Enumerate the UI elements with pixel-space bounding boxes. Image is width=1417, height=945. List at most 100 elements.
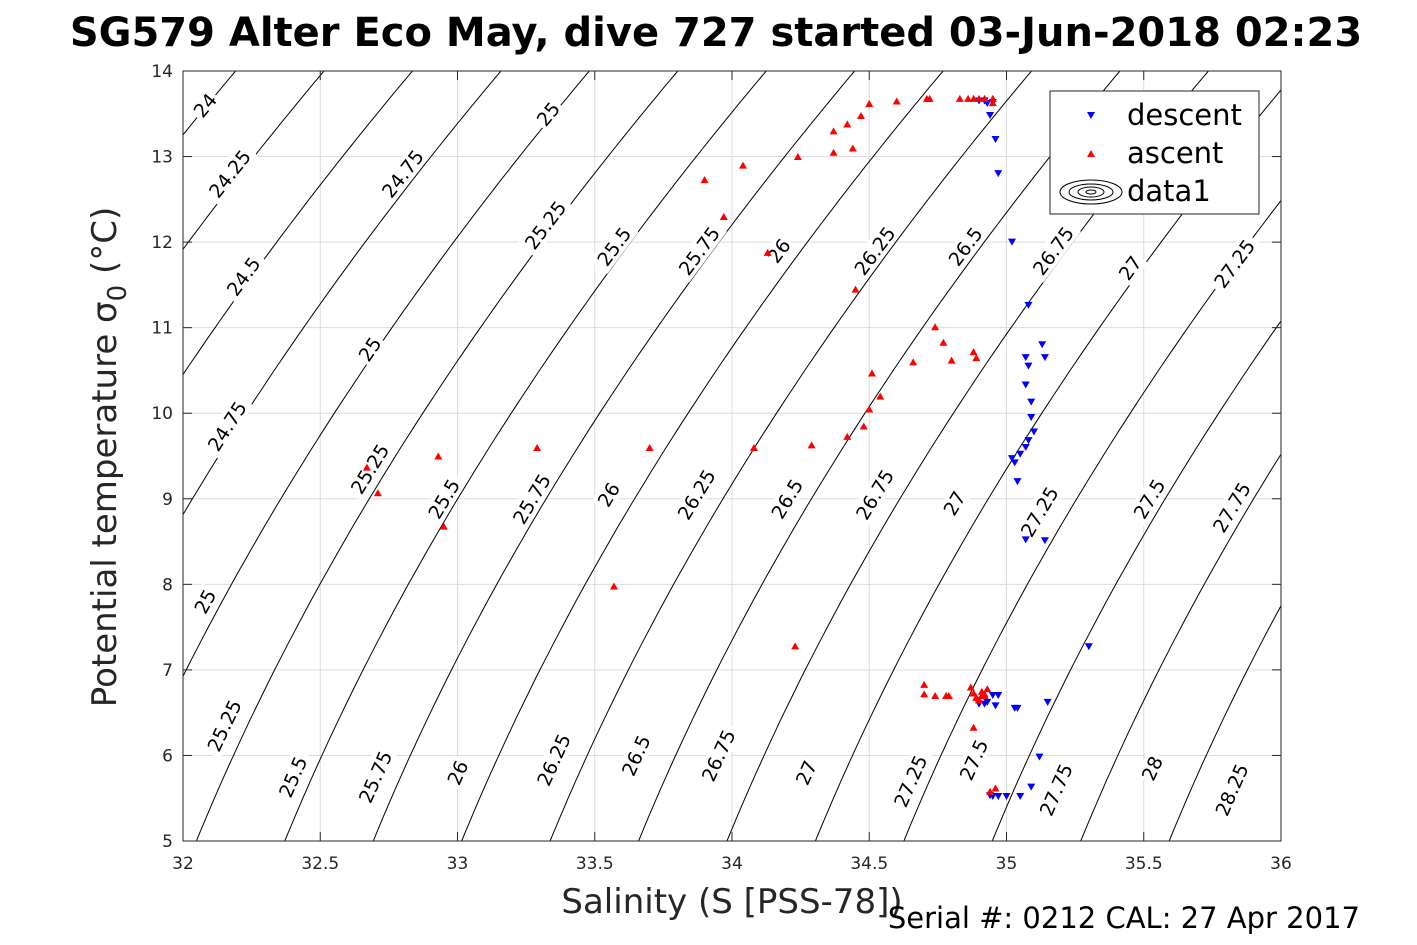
ascent-point — [920, 680, 929, 688]
ascent-point — [939, 338, 948, 346]
legend-box — [1049, 90, 1260, 215]
x-axis-ticks: 32 32.5 33 33.5 34 34.5 35 35.5 36 — [172, 71, 1292, 874]
ascent-point — [434, 452, 443, 460]
contour-label-background — [517, 193, 574, 257]
descent-point — [1027, 414, 1036, 421]
contour-label-background — [1206, 231, 1262, 296]
contour-label-background — [1136, 750, 1168, 787]
contour-label-background — [219, 248, 268, 304]
chart-title: SG579 Alter Eco May, dive 727 started 03… — [70, 10, 1362, 56]
ascent-point — [931, 692, 940, 700]
descent-point — [994, 170, 1003, 178]
descent-point — [1024, 301, 1033, 309]
y-tick-label: 8 — [162, 575, 173, 595]
density-contour-line — [183, 71, 414, 376]
y-tick-label: 9 — [162, 490, 173, 510]
ascent-point — [964, 94, 973, 102]
density-contour-line — [183, 71, 590, 678]
data-points — [362, 94, 1093, 801]
contour-label-background — [530, 726, 577, 794]
density-contour-line — [284, 71, 767, 841]
y-axis-label-subscript: 0 — [103, 285, 133, 302]
descent-point — [986, 111, 995, 119]
ascent-point — [975, 696, 984, 704]
ascent-point — [969, 348, 978, 356]
legend-ascent-label: ascent — [1127, 136, 1223, 170]
contour-label-background — [1126, 470, 1173, 527]
x-tick-label: 32.5 — [301, 854, 339, 874]
x-tick-label: 36 — [1270, 854, 1292, 874]
descent-point — [994, 692, 1003, 700]
contour-label-background — [591, 476, 626, 513]
legend-descent-marker — [1087, 112, 1095, 119]
ascent-point — [533, 443, 542, 451]
ascent-point — [843, 432, 852, 440]
ascent-point — [848, 144, 857, 152]
contour-label-background — [846, 218, 903, 283]
ascent-point — [980, 94, 989, 102]
ascent-point — [793, 153, 802, 161]
ascent-point — [851, 285, 860, 293]
ascent-point — [719, 212, 728, 220]
ascent-point — [645, 443, 654, 451]
descent-point — [1021, 536, 1030, 544]
ascent-point — [991, 784, 1000, 792]
descent-point — [1021, 381, 1030, 389]
contour-label-background — [188, 583, 222, 620]
x-tick-label: 33 — [447, 854, 469, 874]
ascent-point — [892, 97, 901, 105]
descent-point — [1016, 793, 1025, 801]
contour-label-background — [1208, 756, 1255, 824]
descent-point — [1040, 354, 1049, 362]
descent-point — [1027, 783, 1036, 791]
contour-label-background — [530, 95, 566, 132]
y-tick-label: 14 — [151, 62, 173, 82]
ascent-point — [859, 422, 868, 430]
ascent-point — [966, 683, 975, 691]
descent-point — [988, 692, 997, 700]
ascent-point — [791, 642, 800, 650]
density-contour-line — [991, 320, 1281, 841]
ascent-point — [975, 94, 984, 102]
ascent-point — [931, 323, 940, 331]
ascent-point — [829, 127, 838, 135]
density-contour-line — [549, 71, 1033, 841]
ascent-point — [763, 248, 772, 256]
ascent-point — [609, 582, 618, 590]
descent-point — [1013, 478, 1022, 486]
ascent-point — [867, 369, 876, 377]
y-tick-label: 10 — [151, 404, 173, 424]
descent-point — [1029, 428, 1038, 436]
contour-label-background — [505, 465, 558, 532]
density-contour-line — [195, 71, 679, 841]
density-contour-line — [1080, 453, 1281, 841]
descent-point — [1021, 354, 1030, 362]
contour-label-background — [952, 731, 995, 788]
descent-point — [1043, 698, 1052, 706]
descent-point — [1040, 537, 1049, 545]
descent-point — [983, 698, 992, 706]
x-tick-label: 35 — [996, 854, 1018, 874]
contour-label-background — [352, 330, 387, 368]
ascent-point — [988, 94, 997, 102]
x-tick-label: 32 — [172, 854, 194, 874]
ascent-point — [829, 148, 838, 156]
contour-label-background — [200, 692, 248, 759]
ascent-point — [988, 99, 997, 107]
y-axis-label: Potential temperature σ0 (°C) — [85, 207, 133, 707]
contour-label-background — [671, 218, 727, 283]
descent-point — [1024, 362, 1033, 370]
descent-point — [1084, 643, 1093, 651]
y-axis-ticks: 5 6 7 8 9 10 11 12 13 14 — [151, 62, 1281, 852]
y-tick-label: 13 — [151, 148, 173, 168]
contour-label-background — [940, 218, 990, 274]
ascent-point — [969, 723, 978, 731]
x-tick-label: 35.5 — [1125, 854, 1163, 874]
descent-point — [1010, 459, 1019, 467]
descent-point — [1002, 793, 1011, 801]
contour-label-background — [441, 754, 474, 791]
x-tick-label: 34.5 — [850, 854, 888, 874]
ascent-point — [738, 161, 747, 169]
y-tick-label: 12 — [151, 233, 173, 253]
x-tick-label: 33.5 — [576, 854, 614, 874]
